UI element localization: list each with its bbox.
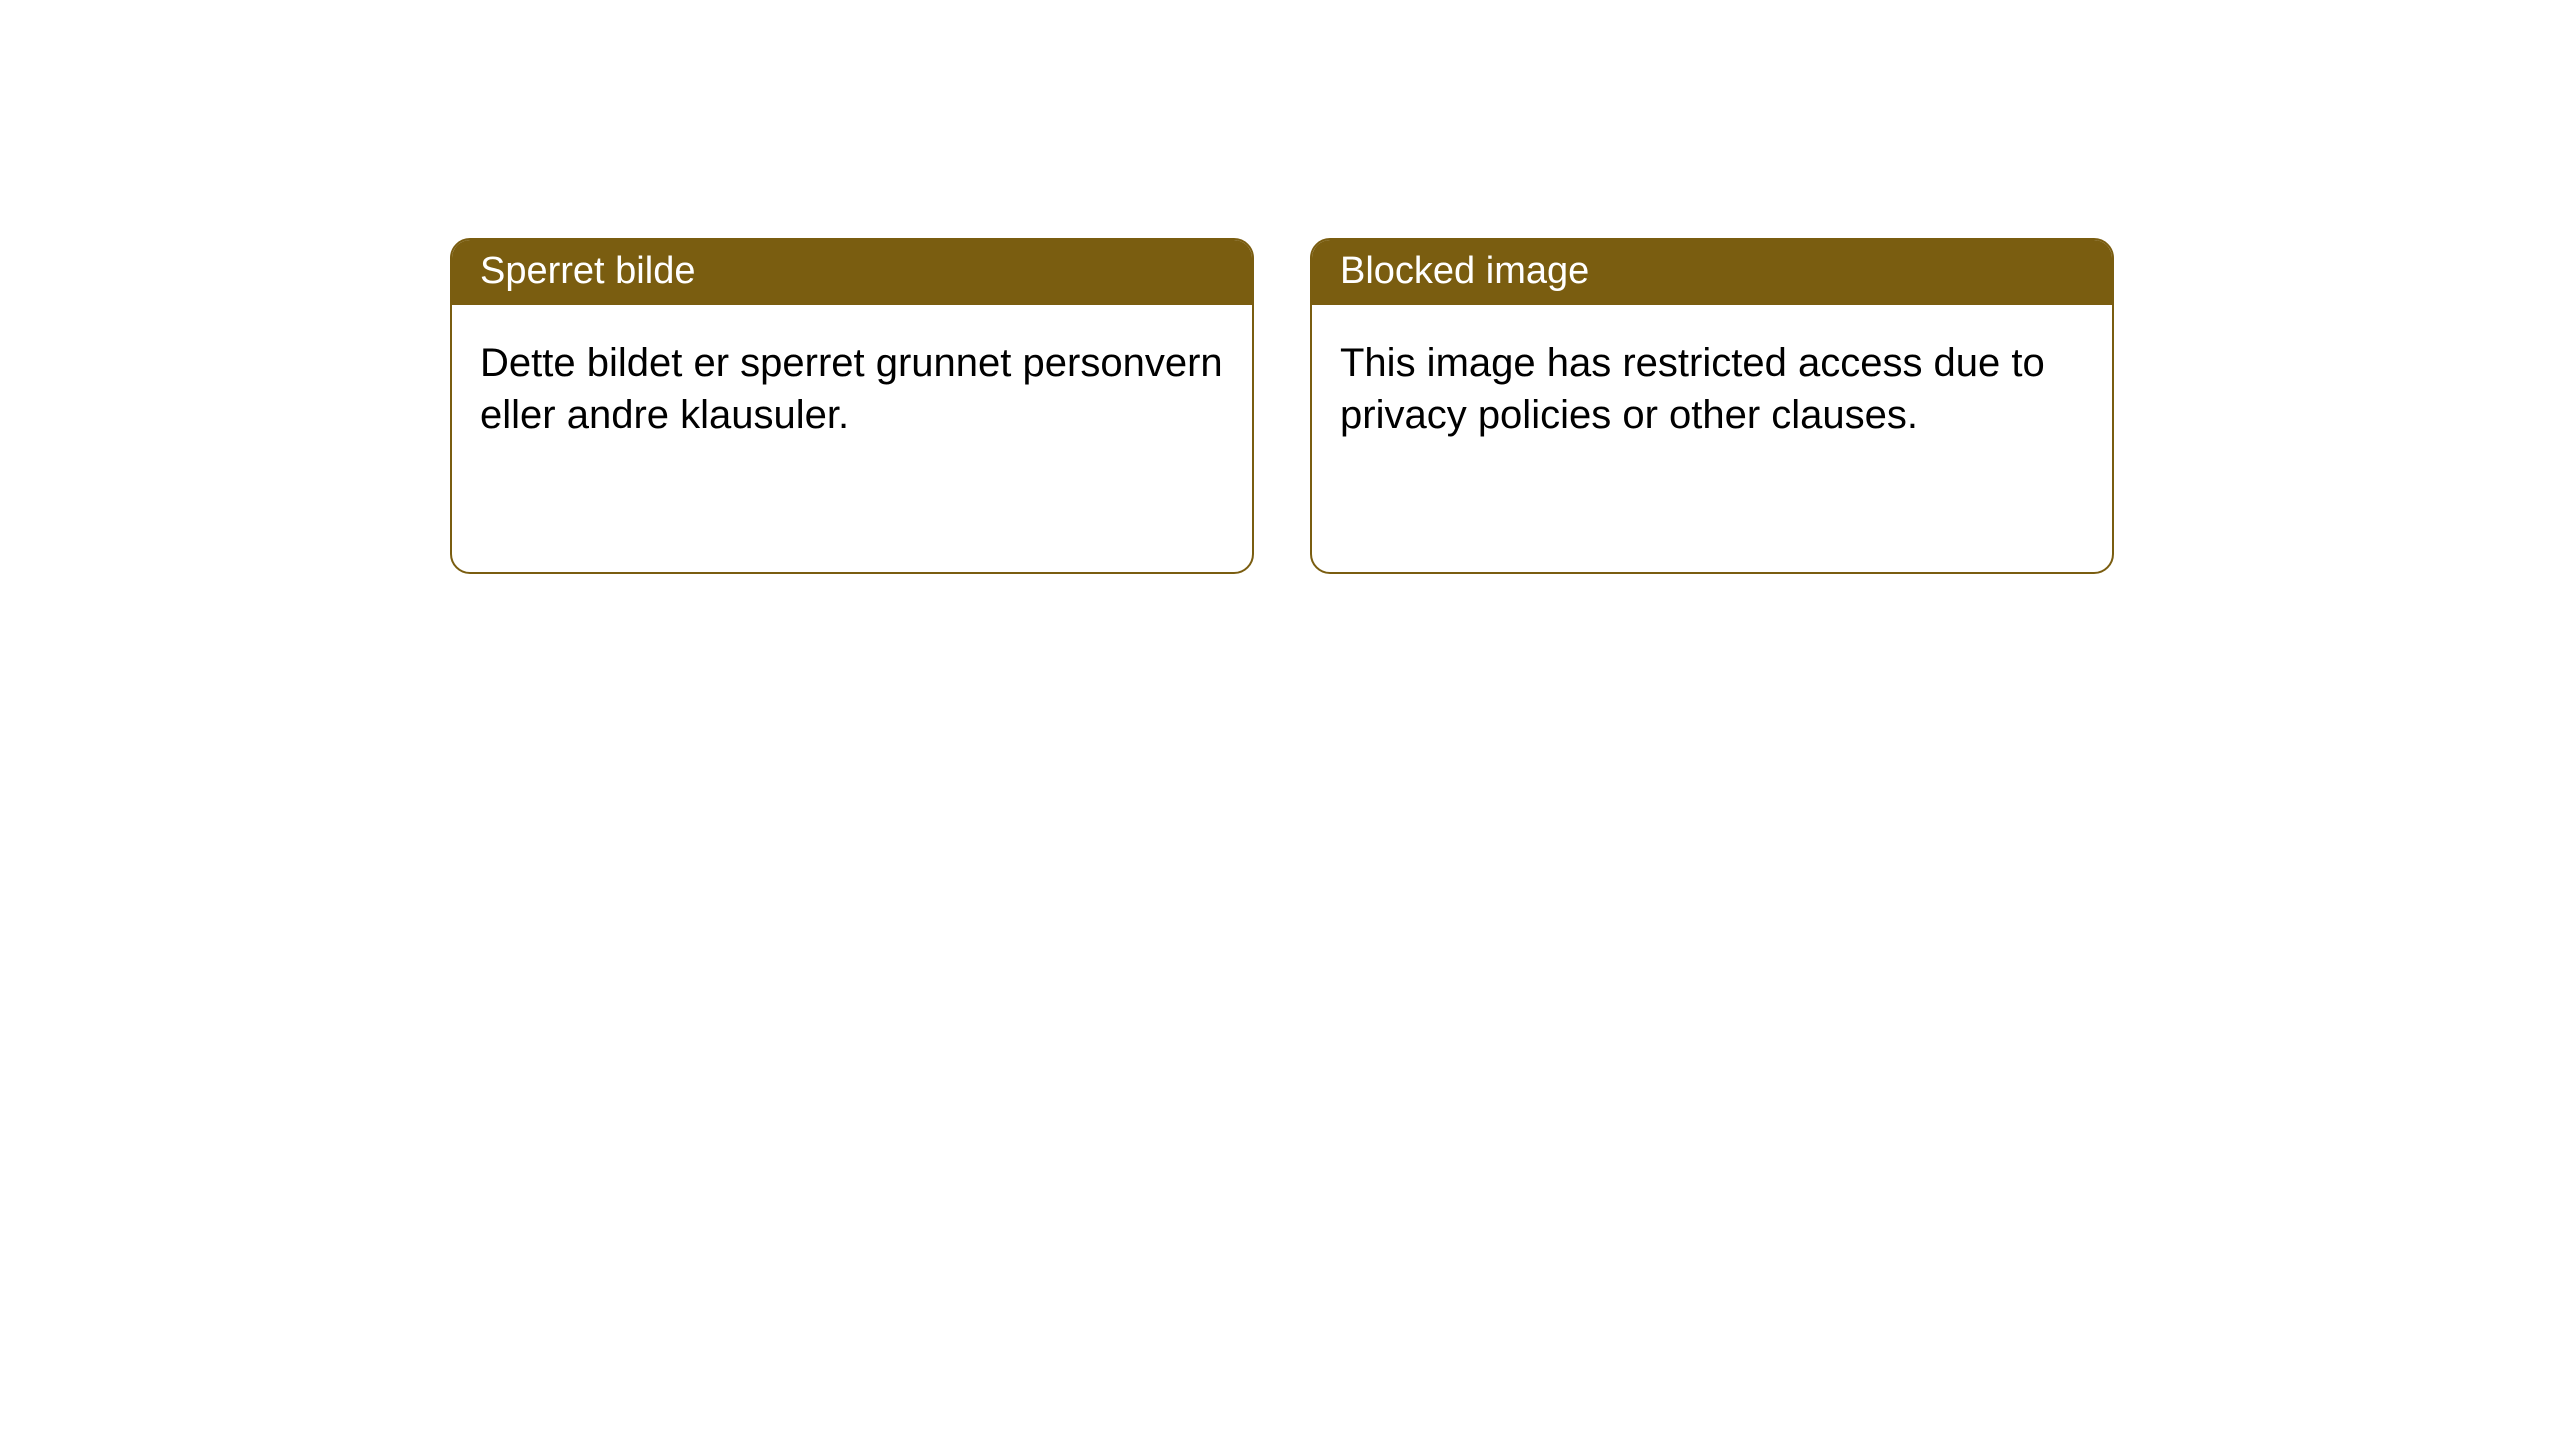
notice-body: This image has restricted access due to … <box>1312 305 2112 473</box>
notice-header: Blocked image <box>1312 240 2112 305</box>
notice-card-norwegian: Sperret bilde Dette bildet er sperret gr… <box>450 238 1254 574</box>
notice-header: Sperret bilde <box>452 240 1252 305</box>
notice-card-english: Blocked image This image has restricted … <box>1310 238 2114 574</box>
notice-body: Dette bildet er sperret grunnet personve… <box>452 305 1252 473</box>
notice-cards-container: Sperret bilde Dette bildet er sperret gr… <box>0 0 2560 574</box>
